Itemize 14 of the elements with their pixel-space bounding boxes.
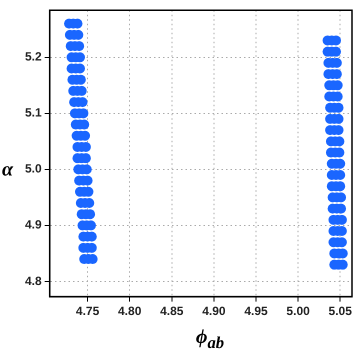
y-tick-label: 4.8 bbox=[24, 274, 42, 288]
x-tick-label: 5.00 bbox=[286, 304, 310, 318]
x-axis-title: ϕ$_{ab}$ bbox=[194, 326, 226, 353]
y-tick-label: 5.2 bbox=[24, 50, 42, 64]
x-tick-label: 5.05 bbox=[328, 304, 352, 318]
x-tick-label: 4.85 bbox=[160, 304, 184, 318]
x-tick-label: 4.75 bbox=[76, 304, 100, 318]
y-tick-label: 4.9 bbox=[24, 218, 42, 232]
x-tick-label: 4.80 bbox=[118, 304, 142, 318]
y-axis-title: α bbox=[2, 158, 14, 182]
x-tick-label: 4.95 bbox=[244, 304, 268, 318]
y-tick-label: 5.0 bbox=[24, 162, 42, 176]
y-tick-label: 5.1 bbox=[24, 106, 42, 120]
x-tick-label: 4.90 bbox=[202, 304, 226, 318]
